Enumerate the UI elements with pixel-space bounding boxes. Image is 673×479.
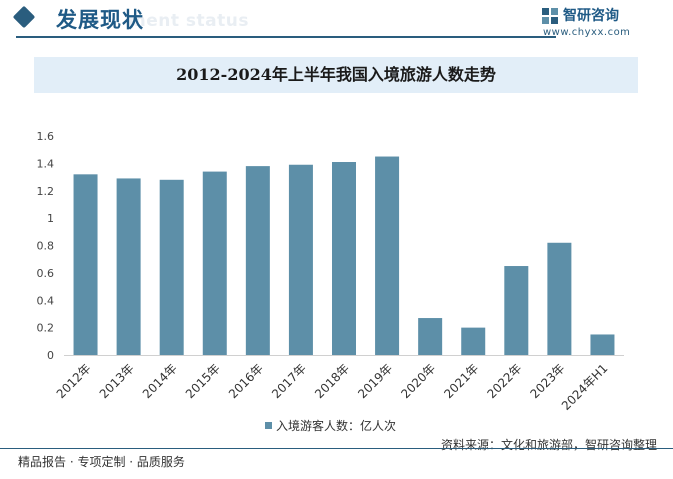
x-tick-label: 2017年 xyxy=(269,361,309,401)
y-tick-label: 1.2 xyxy=(37,185,55,198)
y-tick-label: 0.4 xyxy=(37,294,55,307)
brand-name: 智研咨询 xyxy=(563,8,619,24)
brand-url: www.chyxx.com xyxy=(543,27,631,38)
bar xyxy=(245,166,270,355)
x-tick-label: 2016年 xyxy=(226,361,266,401)
x-tick-label: 2012年 xyxy=(54,361,94,401)
brand-logo-icon xyxy=(542,8,558,24)
bar xyxy=(547,242,572,355)
footer-tagline: 精品报告 · 专项定制 · 品质服务 xyxy=(18,455,185,469)
x-tick-label: 2014年 xyxy=(140,361,180,401)
section-title: 发展现状 xyxy=(56,8,144,32)
y-tick-label: 1 xyxy=(47,212,54,225)
source-note: 资料来源：文化和旅游部，智研咨询整理 xyxy=(440,438,657,452)
footer-divider xyxy=(0,448,673,449)
y-tick-label: 1.4 xyxy=(37,157,55,170)
y-tick-label: 0.2 xyxy=(37,322,55,335)
y-tick-label: 0.6 xyxy=(37,267,55,280)
legend: 入境游客人数：亿人次 xyxy=(265,417,396,433)
x-tick-label: 2024年H1 xyxy=(559,361,611,413)
chart-title: 2012-2024年上半年我国入境旅游人数走势 xyxy=(176,65,496,84)
brand: 智研咨询 www.chyxx.com xyxy=(541,5,651,41)
bar xyxy=(288,164,313,355)
chart-title-band: 2012-2024年上半年我国入境旅游人数走势 xyxy=(34,57,638,93)
x-tick-label: 2022年 xyxy=(484,361,524,401)
header-divider xyxy=(16,36,556,38)
x-tick-label: 2018年 xyxy=(312,361,352,401)
x-tick-label: 2015年 xyxy=(183,361,223,401)
x-tick-label: 2019年 xyxy=(355,361,395,401)
section-subtitle-en: ment status xyxy=(128,11,249,31)
y-tick-label: 1.6 xyxy=(37,130,55,143)
bar xyxy=(375,156,400,355)
x-tick-label: 2021年 xyxy=(441,361,481,401)
legend-swatch xyxy=(265,422,272,429)
y-tick-label: 0.8 xyxy=(37,240,55,253)
bar xyxy=(159,179,184,355)
section-header: ment status 发展现状 智研咨询 www.chyxx.com xyxy=(0,0,673,38)
x-tick-label: 2023年 xyxy=(528,361,568,401)
bar xyxy=(461,327,486,355)
x-tick-label: 2020年 xyxy=(398,361,438,401)
y-tick-label: 0 xyxy=(47,349,54,362)
bar xyxy=(590,334,615,355)
bar xyxy=(116,178,141,355)
bar xyxy=(73,174,98,355)
bar xyxy=(418,318,443,355)
bar xyxy=(504,266,529,355)
bar xyxy=(202,171,227,355)
legend-label: 入境游客人数：亿人次 xyxy=(276,419,397,433)
x-tick-label: 2013年 xyxy=(97,361,137,401)
bar xyxy=(332,162,356,355)
